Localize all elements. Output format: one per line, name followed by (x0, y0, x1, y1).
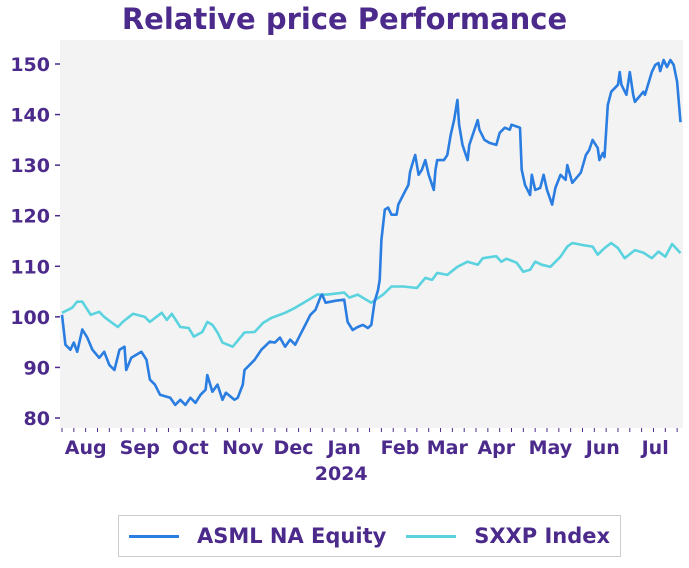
legend: ASML NA Equity SXXP Index (118, 515, 621, 557)
legend-label-asml: ASML NA Equity (196, 524, 387, 548)
plot-area (60, 40, 683, 428)
chart-title: Relative price Performance (121, 2, 568, 36)
legend-item-asml[interactable]: ASML NA Equity (128, 524, 387, 548)
y-tick-label: 140 (10, 105, 50, 127)
y-tick-label: 120 (10, 206, 50, 228)
x-tick-label: Aug (65, 437, 107, 459)
x-year-label: 2024 (315, 463, 368, 485)
legend-swatch-asml (128, 534, 179, 538)
x-tick-label: Jan (326, 437, 361, 459)
x-tick-label: Apr (477, 437, 515, 459)
legend-swatch-sxxp (406, 534, 457, 538)
x-tick-label: Nov (222, 437, 264, 459)
x-tick-label: Dec (274, 437, 314, 459)
y-tick-label: 130 (10, 155, 50, 177)
y-tick-label: 110 (10, 256, 50, 278)
x-tick-label: Jul (640, 437, 669, 459)
x-tick-label: Sep (120, 437, 160, 459)
series-line-sxxp (61, 241, 682, 348)
y-tick-label: 100 (10, 307, 50, 329)
legend-item-sxxp[interactable]: SXXP Index (406, 524, 610, 548)
y-tick-label: 150 (10, 54, 50, 76)
y-tick-label: 80 (24, 408, 50, 430)
x-tick-label: Mar (427, 437, 469, 459)
x-tick-label: May (529, 437, 573, 459)
x-tick-label: Jun (584, 437, 620, 459)
series-line-asml (60, 58, 682, 407)
y-tick-label: 90 (24, 357, 50, 379)
x-tick-label: Feb (381, 437, 420, 459)
x-tick-label: Oct (172, 437, 209, 459)
legend-label-sxxp: SXXP Index (474, 524, 611, 548)
